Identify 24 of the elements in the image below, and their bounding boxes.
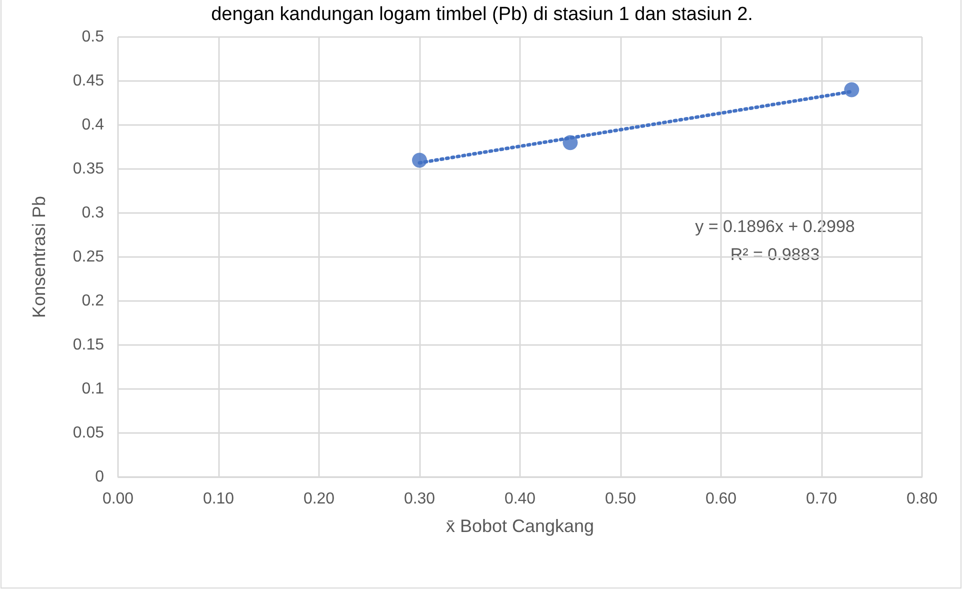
y-tick-label: 0.5 (82, 28, 104, 46)
x-tick-label: 0.50 (604, 490, 636, 508)
y-tick-label: 0.15 (72, 336, 104, 354)
y-tick-label: 0.35 (72, 160, 104, 178)
y-tick-label: 0.4 (82, 116, 104, 134)
y-axis-title: Konsentrasi Pb (29, 196, 49, 318)
annotation: y = 0.1896x + 0.2998 (695, 217, 855, 236)
y-tick-label: 0 (95, 468, 104, 486)
y-tick-label: 0.05 (72, 424, 104, 442)
chart-title: dengan kandungan logam timbel (Pb) di stasiun 1 dan stasiun 2. (211, 4, 753, 25)
y-tick-label: 0.45 (72, 72, 104, 90)
x-tick-label: 0.40 (504, 490, 536, 508)
y-tick-label: 0.25 (72, 248, 104, 266)
x-axis-title: x̄ Bobot Cangkang (446, 516, 594, 536)
x-tick-label: 0.00 (102, 490, 134, 508)
x-tick-label: 0.20 (303, 490, 335, 508)
x-tick-label: 0.60 (705, 490, 737, 508)
y-tick-label: 0.1 (82, 380, 104, 398)
y-tick-label: 0.3 (82, 204, 104, 222)
x-tick-label: 0.30 (404, 490, 436, 508)
x-tick-label: 0.10 (202, 490, 234, 508)
x-tick-label: 0.70 (806, 490, 838, 508)
x-tick-label: 0.80 (906, 490, 938, 508)
y-tick-label: 0.2 (82, 292, 104, 310)
